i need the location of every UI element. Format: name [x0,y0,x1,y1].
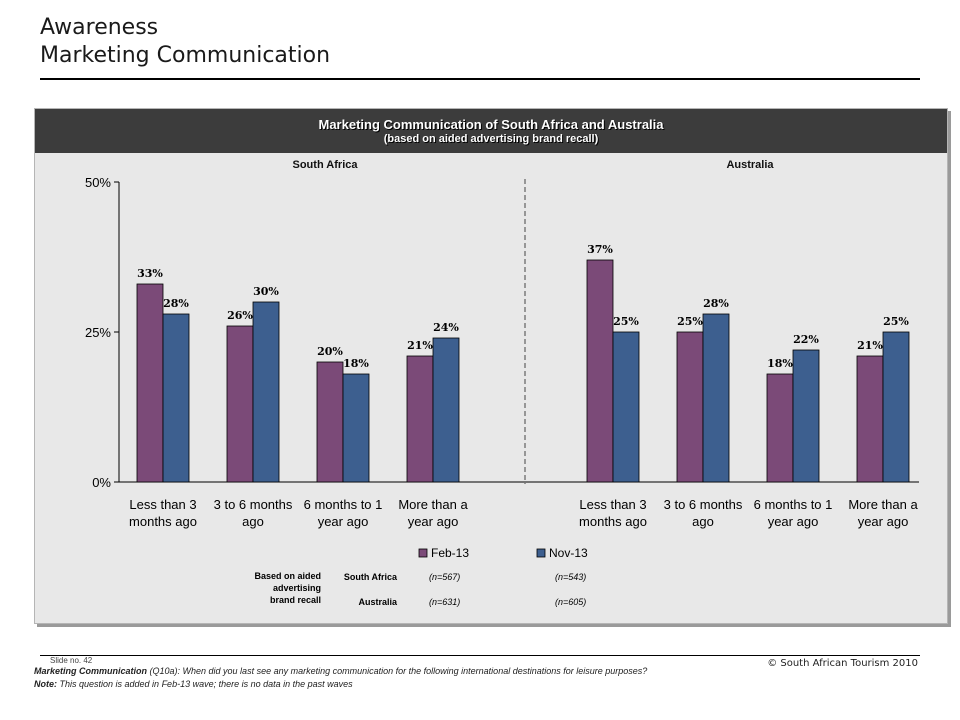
wave-note: Note: This question is added in Feb-13 w… [34,679,353,689]
x-tick-label: 3 to 6 months [664,497,743,512]
x-tick-label: ago [242,514,264,529]
data-label: 21% [857,339,883,352]
x-tick-label: 6 months to 1 [754,497,833,512]
note-label: Note: [34,679,57,689]
page-title-line1: Awareness [40,15,159,40]
bar [882,331,910,483]
slide-number: Slide no. 42 [50,656,93,665]
bar [612,331,640,483]
page-title: Awareness Marketing Communication [40,14,330,70]
base-label: advertising [273,583,321,593]
x-tick-label: More than a [848,497,918,512]
base-label: Based on aided [254,571,321,581]
y-tick-label: 0% [92,475,111,490]
x-tick-label: months ago [579,514,647,529]
bar [856,355,884,483]
bar [316,361,344,483]
x-tick-label: Less than 3 [129,497,196,512]
bar [766,373,794,483]
data-label: 33% [137,267,163,280]
data-label: 26% [227,309,253,322]
x-tick-label: ago [692,514,714,529]
y-tick-label: 25% [85,325,111,340]
bar [252,301,280,483]
data-label: 25% [883,315,909,328]
data-label: 25% [613,315,639,328]
data-label: 18% [767,357,793,370]
bar [342,373,370,483]
base-row-name: South Africa [344,572,398,582]
base-n-feb: (n=631) [429,597,460,607]
bar [136,283,164,483]
bar [792,349,820,483]
bar [162,313,190,483]
x-tick-label: year ago [408,514,459,529]
bar [586,259,614,483]
x-tick-label: Less than 3 [579,497,646,512]
bar [406,355,434,483]
data-label: 37% [587,243,613,256]
note-text: This question is added in Feb-13 wave; t… [57,679,353,689]
page-title-line2: Marketing Communication [40,43,331,68]
data-label: 28% [163,297,189,310]
x-tick-label: 6 months to 1 [304,497,383,512]
question-label: Marketing Communication [34,666,148,676]
legend-swatch-nov [536,548,546,558]
title-divider [40,78,920,80]
x-tick-label: year ago [768,514,819,529]
base-label: brand recall [270,595,321,605]
data-label: 24% [433,321,459,334]
panel-title: Marketing Communication of South Africa … [318,117,664,132]
base-n-nov: (n=605) [555,597,586,607]
data-label: 30% [253,285,279,298]
panel-header: Marketing Communication of South Africa … [35,109,947,153]
x-tick-label: months ago [129,514,197,529]
bar [432,337,460,483]
data-label: 22% [793,333,819,346]
chart-panel: Marketing Communication of South Africa … [34,108,948,624]
base-row-name: Australia [358,597,398,607]
copyright: © South African Tourism 2010 [767,658,918,669]
x-tick-label: year ago [318,514,369,529]
x-tick-label: More than a [398,497,468,512]
data-label: 21% [407,339,433,352]
footer-divider [40,655,920,656]
legend-label-feb: Feb-13 [431,546,469,560]
x-tick-label: 3 to 6 months [214,497,293,512]
base-n-feb: (n=567) [429,572,460,582]
base-n-nov: (n=543) [555,572,586,582]
question-note: Marketing Communication (Q10a): When did… [34,666,647,676]
legend-label-nov: Nov-13 [549,546,588,560]
panel-title-0: South Africa [293,159,359,171]
bar-chart: 0% 25% 50% South Africa 33% 28% Less than 3 mon… [85,159,919,607]
bar [676,331,704,483]
x-tick-label: year ago [858,514,909,529]
bar [226,325,254,483]
data-label: 20% [317,345,343,358]
data-label: 25% [677,315,703,328]
question-text: (Q10a): When did you last see any market… [147,666,648,676]
data-label: 28% [703,297,729,310]
y-tick-label: 50% [85,175,111,190]
legend-swatch-feb [418,548,428,558]
panel-title-1: Australia [726,159,774,171]
data-label: 18% [343,357,369,370]
bar [702,313,730,483]
panel-subtitle: (based on aided advertising brand recall… [383,133,599,145]
